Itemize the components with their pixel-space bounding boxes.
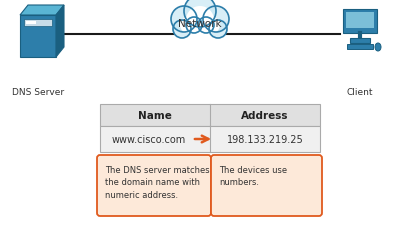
Circle shape — [209, 21, 227, 39]
Circle shape — [180, 18, 196, 34]
Polygon shape — [56, 6, 64, 58]
Text: Address: Address — [241, 110, 289, 120]
Circle shape — [171, 7, 197, 33]
Circle shape — [209, 21, 227, 39]
Text: Client: Client — [347, 88, 373, 96]
FancyBboxPatch shape — [350, 39, 370, 44]
Text: The DNS server matches
the domain name with
numeric address.: The DNS server matches the domain name w… — [105, 165, 210, 199]
FancyBboxPatch shape — [100, 126, 320, 152]
Circle shape — [198, 18, 214, 34]
Ellipse shape — [375, 44, 381, 52]
Circle shape — [203, 7, 229, 33]
FancyBboxPatch shape — [24, 20, 52, 27]
Circle shape — [186, 18, 202, 34]
Circle shape — [173, 21, 191, 39]
Text: 198.133.219.25: 198.133.219.25 — [227, 134, 303, 144]
Text: Name: Name — [138, 110, 172, 120]
FancyBboxPatch shape — [26, 22, 36, 25]
FancyBboxPatch shape — [20, 16, 56, 58]
Circle shape — [184, 0, 216, 28]
Circle shape — [203, 7, 229, 33]
Circle shape — [171, 7, 197, 33]
FancyBboxPatch shape — [347, 45, 373, 50]
FancyBboxPatch shape — [211, 156, 322, 216]
Polygon shape — [20, 6, 64, 16]
Circle shape — [186, 7, 214, 35]
Text: Network: Network — [178, 19, 222, 29]
Text: www.cisco.com: www.cisco.com — [111, 134, 185, 144]
FancyBboxPatch shape — [343, 10, 377, 34]
FancyBboxPatch shape — [346, 13, 374, 29]
FancyBboxPatch shape — [97, 156, 211, 216]
Circle shape — [198, 18, 214, 34]
Circle shape — [184, 0, 216, 28]
Circle shape — [186, 18, 202, 34]
Circle shape — [204, 18, 220, 34]
Circle shape — [173, 21, 191, 39]
Text: DNS Server: DNS Server — [12, 88, 64, 96]
FancyBboxPatch shape — [100, 104, 320, 126]
Text: The devices use
numbers.: The devices use numbers. — [219, 165, 287, 187]
